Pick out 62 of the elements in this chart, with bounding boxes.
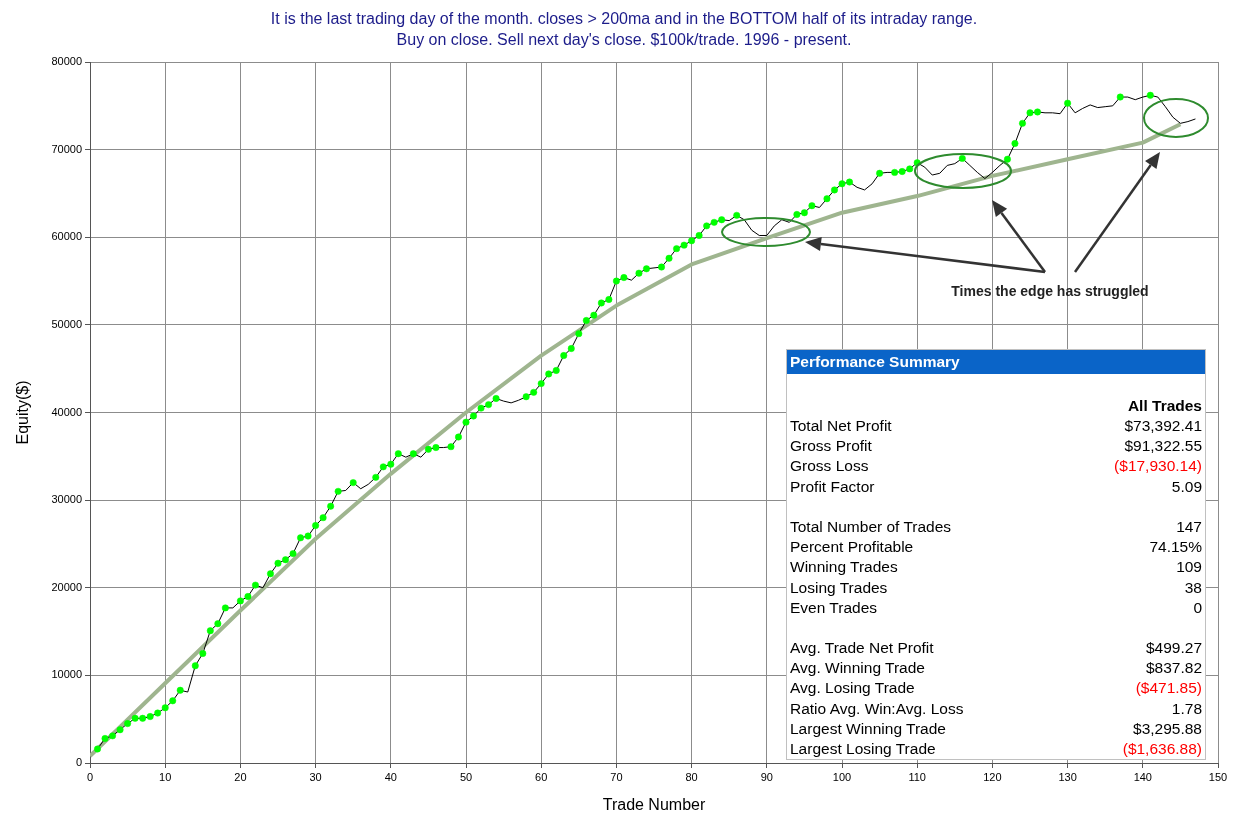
category-label: Avg. Winning Trade xyxy=(790,658,925,679)
x-tick-label: 60 xyxy=(535,770,548,783)
text: 38 xyxy=(1184,578,1202,596)
category-label: Total Number of Trades xyxy=(790,516,952,537)
x-tick-label: 10 xyxy=(159,770,172,783)
text: 1.78 xyxy=(1171,699,1202,717)
text: Performance Summary xyxy=(787,350,1205,374)
y-axis-title: Equity($) xyxy=(14,380,32,445)
x-axis-title: Trade Number xyxy=(602,795,706,813)
text: $499.27 xyxy=(1145,639,1202,657)
category-label: Even Trades xyxy=(790,597,878,618)
x-tick-label: 40 xyxy=(384,770,397,783)
text: $3,295.88 xyxy=(1133,719,1202,737)
category-label: Total Net Profit xyxy=(790,416,892,436)
x-tick-label: 90 xyxy=(760,770,773,783)
y-tick-label: 0 xyxy=(75,756,82,769)
y-tick-label: 30000 xyxy=(51,493,82,506)
chart-subtitle: Buy on close. Sell next day's close. $100k/trade. 1996 - present. xyxy=(395,30,853,50)
text: 5.09 xyxy=(1171,477,1202,495)
x-tick-label: 80 xyxy=(685,770,698,783)
text: 74.15% xyxy=(1149,538,1202,556)
category-label: Avg. Losing Trade xyxy=(790,678,915,699)
x-tick-label: 100 xyxy=(832,770,852,783)
category-label: Avg. Trade Net Profit xyxy=(790,638,934,659)
x-tick-label: 130 xyxy=(1058,770,1077,783)
x-tick-label: 150 xyxy=(1208,770,1228,783)
category-label: Gross Loss xyxy=(790,456,869,477)
category-label: Ratio Avg. Win:Avg. Loss xyxy=(790,698,964,719)
y-tick-label: 40000 xyxy=(51,405,82,418)
text: $73,392.41 xyxy=(1124,417,1202,434)
text: $837.82 xyxy=(1145,659,1202,677)
category-label: Largest Losing Trade xyxy=(790,739,936,759)
text: 109 xyxy=(1176,558,1202,576)
x-tick-label: 140 xyxy=(1133,770,1152,783)
x-tick-label: 70 xyxy=(610,770,623,783)
text: ($1,636.88) xyxy=(1122,740,1202,757)
category-label: Largest Winning Trade xyxy=(790,718,946,739)
text: $91,322.55 xyxy=(1124,437,1202,455)
x-tick-label: 0 xyxy=(86,770,94,783)
category-label: Gross Profit xyxy=(790,436,872,457)
text: 0 xyxy=(1193,598,1202,616)
x-tick-label: 20 xyxy=(234,770,247,783)
annotation: Times the edge has struggled xyxy=(951,283,1149,299)
text: All Trades xyxy=(1126,396,1203,416)
chart-title: It is the last trading day of the month. closes > 200ma and in the BOTTOM half of its intraday range. xyxy=(269,9,979,29)
category-label: Losing Trades xyxy=(790,577,888,598)
y-tick-label: 20000 xyxy=(51,580,82,593)
x-tick-label: 30 xyxy=(309,770,322,783)
y-tick-label: 50000 xyxy=(51,317,82,330)
text: ($471.85) xyxy=(1135,679,1202,697)
category-label: Winning Trades xyxy=(790,557,898,578)
y-tick-label: 80000 xyxy=(51,55,82,68)
y-tick-label: 70000 xyxy=(51,142,82,155)
category-label: Percent Profitable xyxy=(790,537,914,558)
text: 147 xyxy=(1176,517,1202,535)
x-tick-label: 50 xyxy=(459,770,473,783)
x-tick-label: 110 xyxy=(908,770,926,783)
x-tick-label: 120 xyxy=(983,770,1002,783)
y-tick-label: 60000 xyxy=(51,230,82,243)
category-label: Profit Factor xyxy=(790,476,875,497)
text: ($17,930.14) xyxy=(1114,457,1202,475)
y-tick-label: 10000 xyxy=(51,668,82,681)
